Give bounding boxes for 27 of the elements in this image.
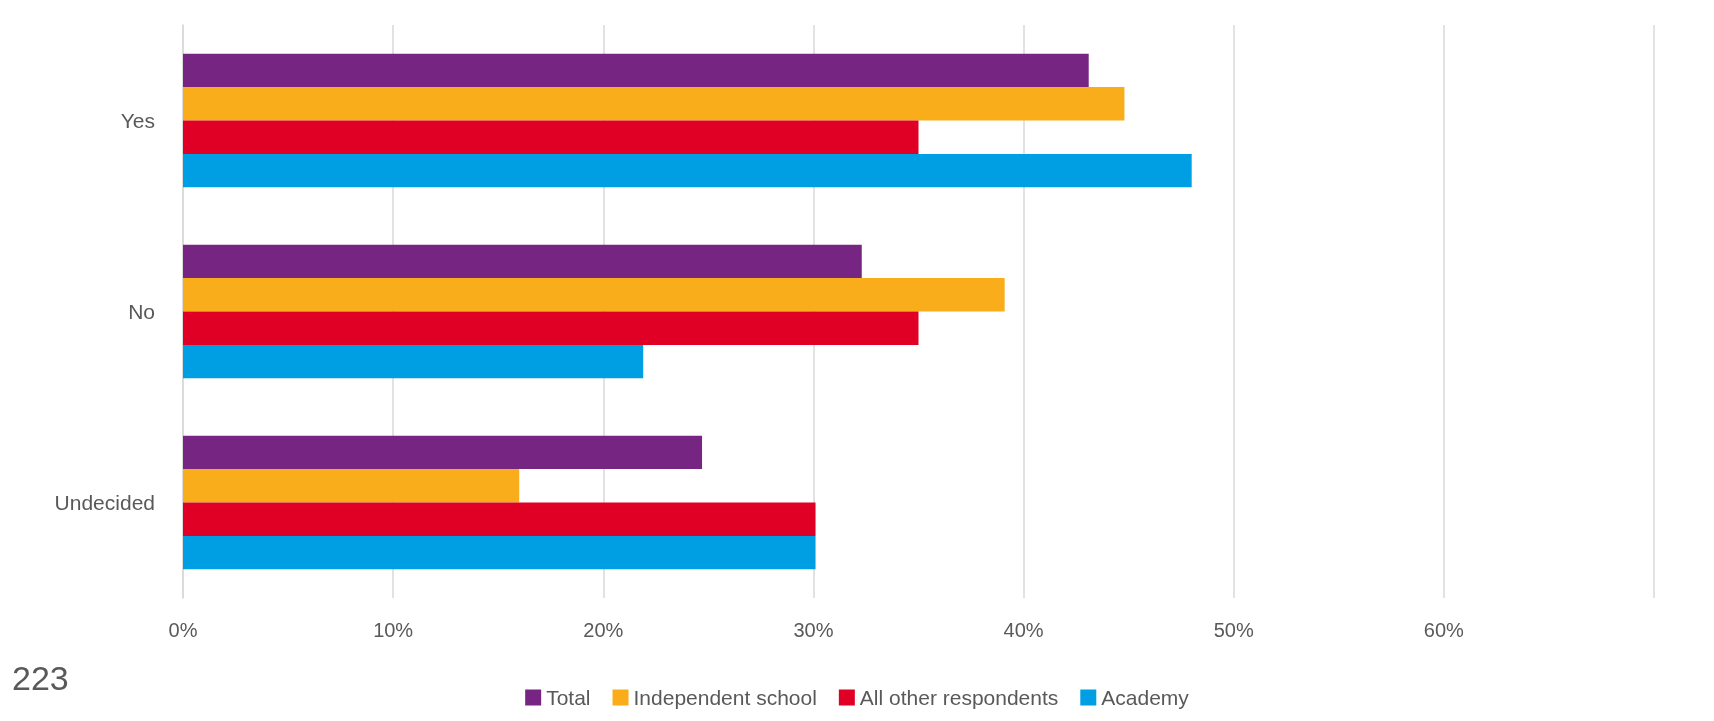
bar [183,502,816,536]
bar [183,153,1192,188]
legend-label: Academy [1101,686,1190,709]
bar [183,469,520,503]
bar [183,344,644,379]
bar [183,53,1089,88]
bar [183,278,1005,312]
bar [183,311,919,345]
x-tick-label: 60% [1423,619,1465,641]
legend-label: Independent school [633,686,817,709]
x-tick-label: 40% [1003,619,1044,641]
y-tick-label: No [128,300,155,323]
legend-label: Total [546,686,591,709]
legend-label: All other respondents [859,686,1059,709]
y-tick-label: Undecided [54,491,155,514]
bar [183,435,703,470]
x-tick-label: 20% [583,619,624,641]
y-tick-label: Yes [120,109,155,132]
bar [183,244,862,279]
x-tick-label: 30% [793,619,834,641]
bar [183,120,919,154]
x-tick-label: 50% [1213,619,1254,641]
text: 223 [12,659,69,697]
x-tick-label: 0% [168,619,198,641]
bar [183,87,1125,121]
x-tick-label: 10% [373,619,414,641]
bar [183,535,816,570]
